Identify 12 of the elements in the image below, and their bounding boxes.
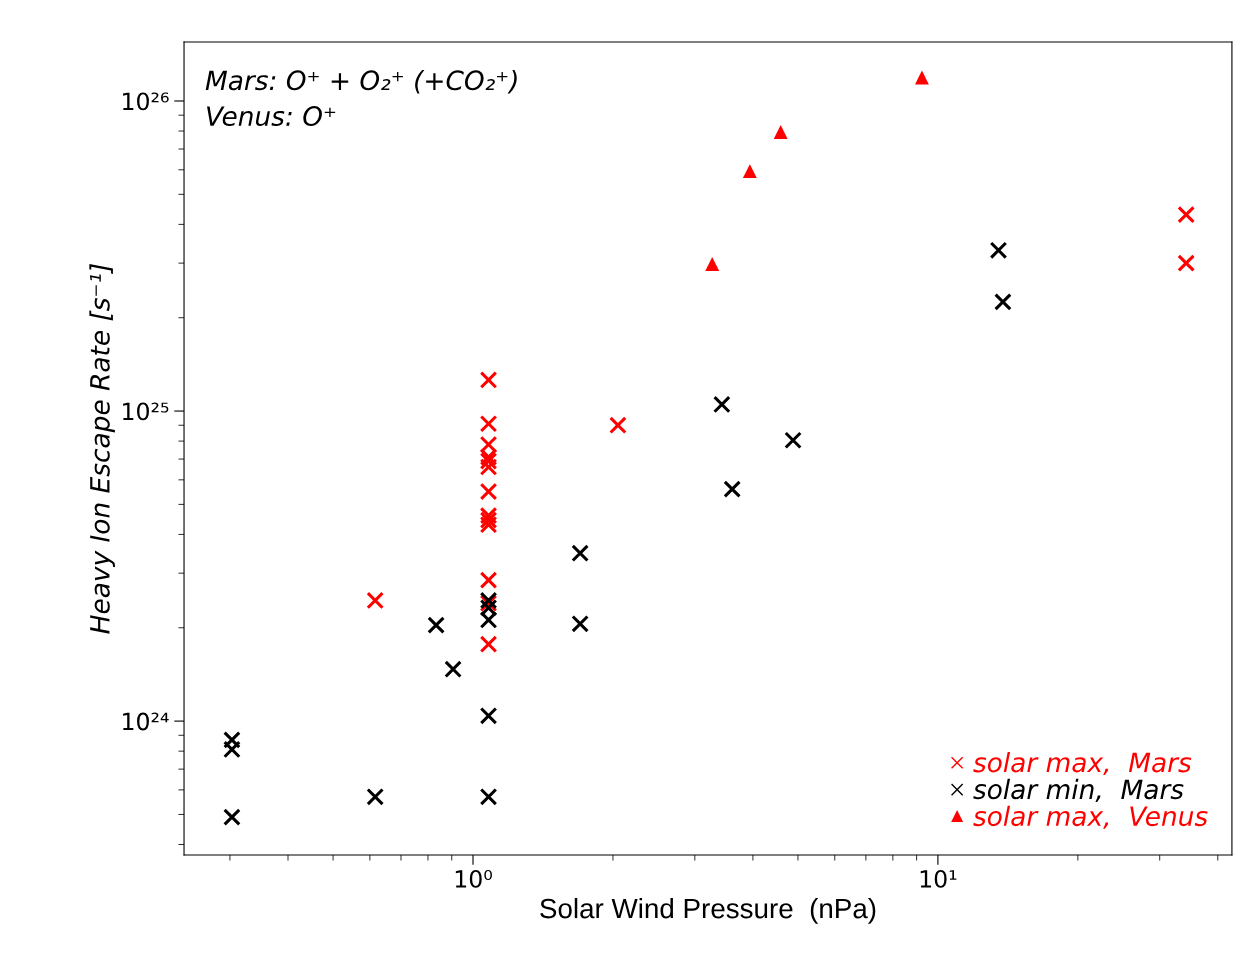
legend-label: solar min, Mars [973, 778, 1184, 802]
x-axis-title: Solar Wind Pressure (nPa) [540, 897, 876, 924]
legend-label: solar max, Mars [973, 751, 1192, 776]
x-tick-label: 10¹ [920, 869, 957, 888]
y-tick-label: 10²⁴ [123, 712, 169, 731]
y-tick-label: 10²⁶ [123, 92, 169, 111]
legend-label: solar max, Venus [973, 805, 1208, 829]
y-tick-label: 10²⁵ [123, 402, 169, 421]
annotation: Venus: O⁺ [207, 106, 336, 127]
x-tick-label: 10⁰ [455, 869, 492, 888]
annotation: Mars: O⁺ + O₂⁺ (+CO₂⁺) [205, 69, 517, 94]
y-axis-title: Heavy Ion Escape Rate [s⁻¹] [89, 263, 115, 634]
